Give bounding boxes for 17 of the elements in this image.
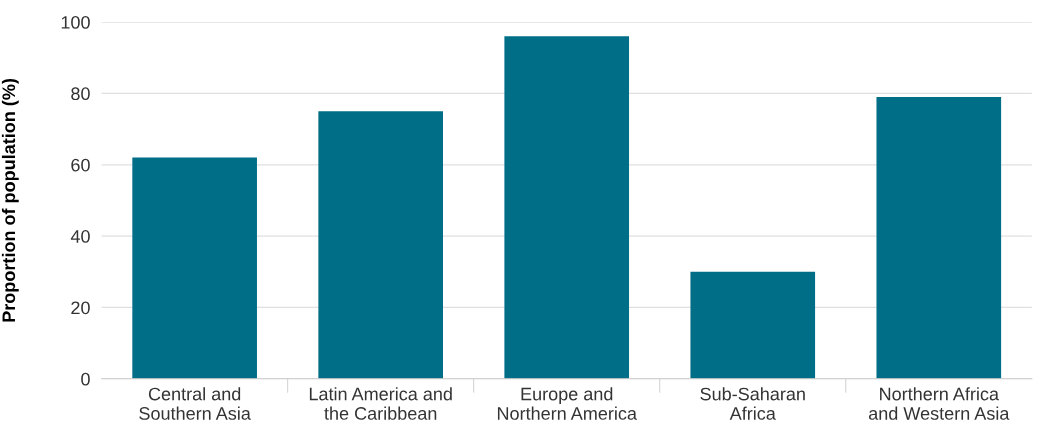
- x-tick-label: Sub-Saharan Africa: [700, 387, 805, 420]
- y-tick-label: 100: [61, 15, 90, 29]
- y-tick-label: 0: [81, 372, 90, 386]
- y-tick-label: 40: [70, 230, 90, 243]
- bar: [318, 111, 444, 379]
- bar: [876, 96, 1002, 379]
- y-tick-label: 20: [71, 301, 90, 315]
- y-tick-label: 60: [71, 158, 90, 172]
- y-tick-label: 80: [71, 87, 90, 101]
- bar: [504, 36, 630, 379]
- x-tick-label: Latin America and the Caribbean: [309, 387, 452, 420]
- y-axis-title: Proportion of population (%): [1, 78, 19, 322]
- bar: [132, 157, 257, 379]
- x-tick-label: Northern Africa and Western Asia: [868, 387, 1010, 420]
- x-tick-label: Central and Southern Asia: [139, 387, 251, 420]
- bar: [690, 271, 816, 379]
- x-tick-label: Europe and Northern America: [497, 387, 637, 420]
